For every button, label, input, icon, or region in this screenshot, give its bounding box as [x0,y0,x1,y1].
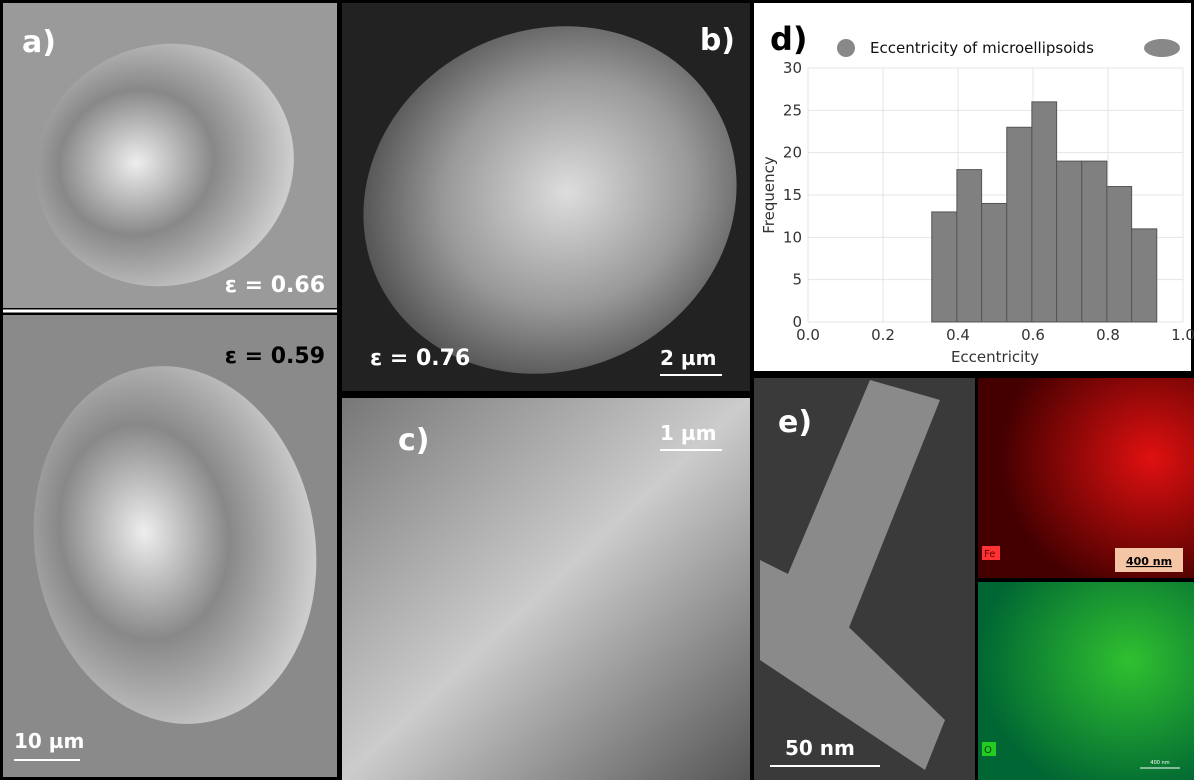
y-tick-label: 15 [783,186,802,204]
scale-bar-label: 2 µm [660,346,716,370]
eccentricity-label: ε = 0.59 [225,344,325,369]
bar [932,212,957,322]
eccentricity-label: ε = 0.66 [225,273,325,298]
legend-marker [837,39,855,57]
scale-bar-label: 1 µm [660,421,716,445]
x-tick-label: 0.6 [1021,326,1045,344]
legend-title: Eccentricity of microellipsoids [870,39,1094,57]
scale-bar-label: 400 nm [1150,760,1169,766]
bar [1032,102,1057,322]
y-tick-label: 5 [792,271,802,289]
x-axis-label: Eccentricity [951,348,1039,366]
o-map [978,582,1194,780]
scale-bar-label: 10 µm [14,729,84,753]
bar [982,203,1007,322]
bar [1132,229,1157,322]
eccentricity-label: ε = 0.76 [370,346,470,371]
figure: a) ε = 0.66 ε = 0.59 10 µm b) ε = 0.76 2… [0,0,1194,780]
scale-bar-label: 400 nm [1126,555,1172,568]
element-label: Fe [984,549,995,560]
scale-bar-label: 50 nm [785,736,855,760]
legend-marker [1144,39,1180,57]
y-tick-label: 10 [783,228,802,246]
x-tick-label: 0.4 [946,326,970,344]
x-tick-label: 0.8 [1096,326,1120,344]
bar [1082,161,1107,322]
panel-label: a) [22,25,56,60]
x-tick-label: 0.2 [871,326,895,344]
y-tick-label: 20 [783,144,802,162]
x-tick-label: 0.0 [796,326,820,344]
element-label: O [984,745,992,756]
panel-label: b) [700,23,735,58]
y-tick-label: 30 [783,59,802,77]
panel-label: c) [398,423,430,458]
y-axis-label: Frequency [760,156,778,234]
y-tick-label: 25 [783,101,802,119]
bar [1057,161,1082,322]
panel-label: d) [770,20,808,58]
bar [1107,187,1132,322]
bar [1007,127,1032,322]
panel-label: e) [778,405,812,440]
x-tick-label: 1.0 [1171,326,1194,344]
bar [957,170,982,322]
